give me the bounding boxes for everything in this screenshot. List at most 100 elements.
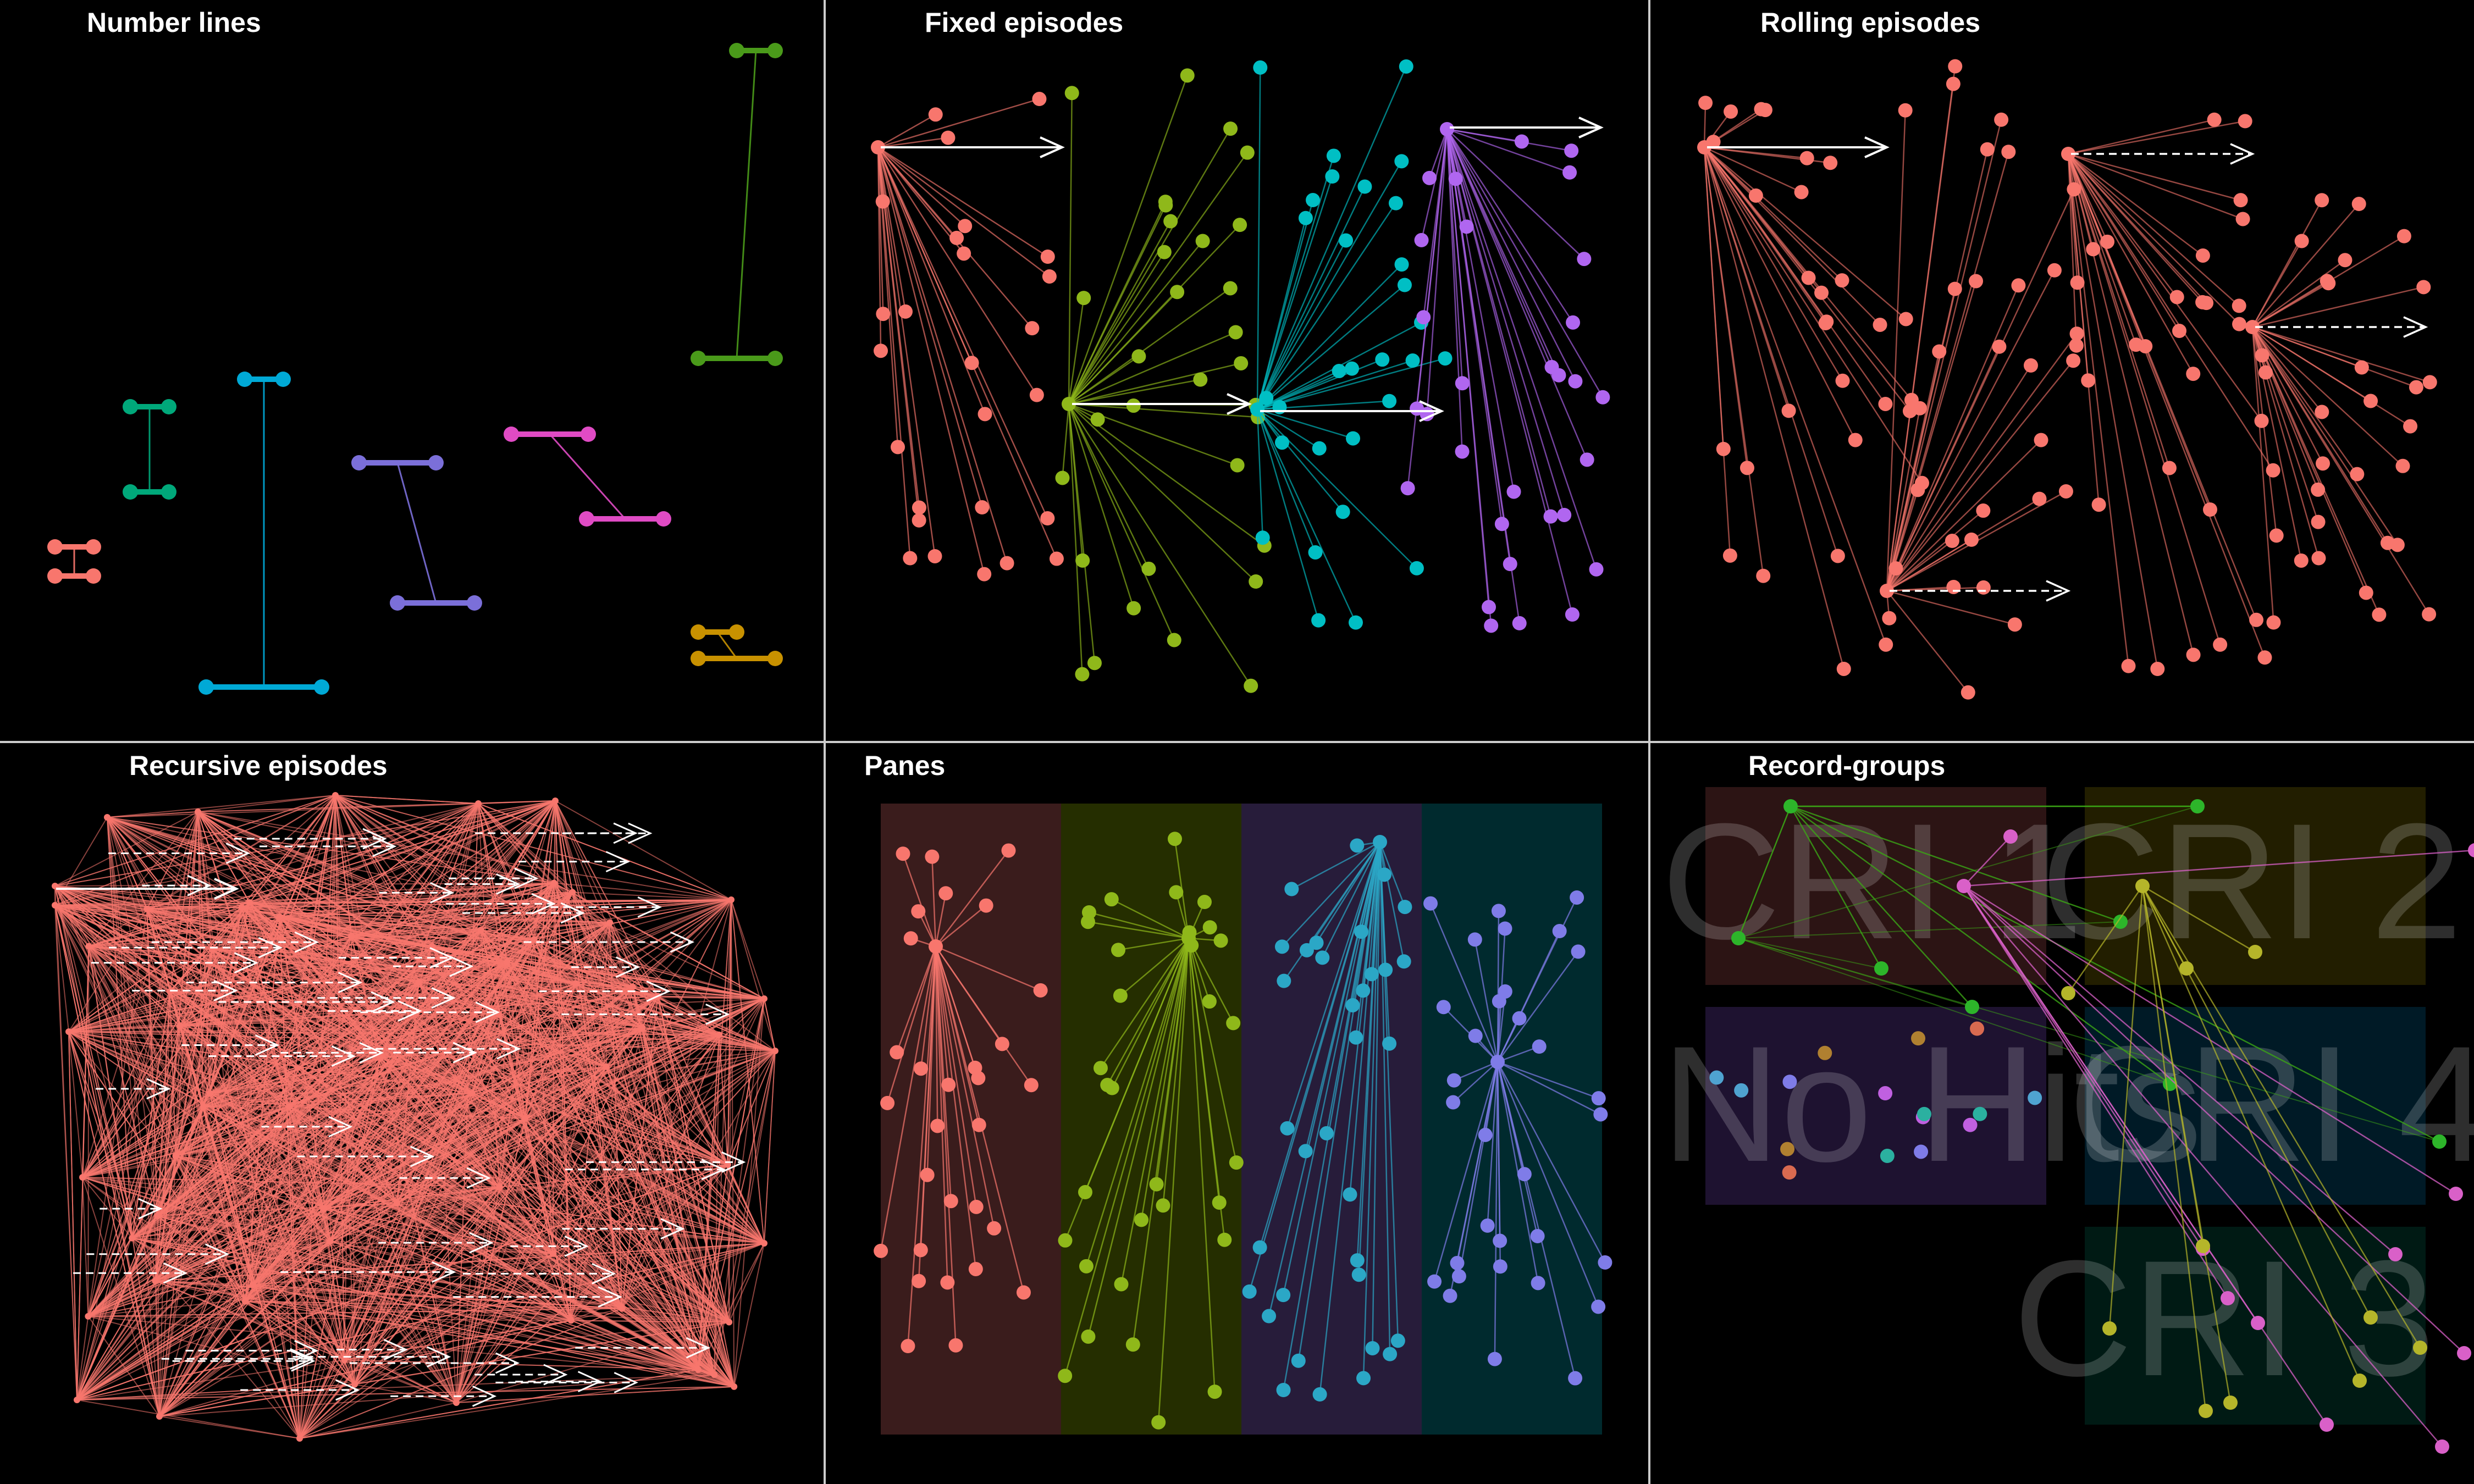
node-dot (1149, 1177, 1164, 1192)
node-dot (957, 246, 971, 261)
node-dot (2422, 375, 2437, 390)
link-line (107, 803, 479, 818)
node-dot (1111, 943, 1125, 957)
panel-panes: Panes (826, 743, 1648, 1484)
node-dot (2359, 585, 2373, 600)
link-line (2068, 153, 2241, 201)
link-line (2252, 280, 2328, 328)
link-line (1886, 333, 2078, 591)
link-line (68, 995, 658, 1032)
node-dot (1716, 441, 1731, 456)
node-dot (1562, 165, 1577, 180)
link-line (1286, 841, 1381, 1129)
link-line (877, 147, 986, 414)
link-line (642, 995, 659, 1028)
node-dot (1814, 285, 1829, 300)
node-dot (948, 1338, 963, 1353)
node-dot (1416, 310, 1431, 325)
panel-title: Panes (864, 750, 946, 781)
link-line (1257, 409, 1344, 512)
node-dot (938, 886, 953, 901)
link-line (1446, 129, 1588, 460)
node-dot (2196, 1239, 2210, 1253)
window-arrow (393, 955, 474, 977)
node-dot (1394, 257, 1409, 272)
node-dot (1564, 143, 1579, 158)
node-dot (941, 1077, 956, 1092)
node-dot (377, 1054, 384, 1061)
link-line (76, 946, 90, 1400)
link-line (323, 1208, 699, 1370)
node-dot (898, 304, 913, 319)
link-line (471, 1093, 730, 1323)
link-line (935, 905, 987, 947)
node-dot (1946, 76, 1961, 91)
node-dot (1217, 1232, 1232, 1247)
node-dot (200, 1104, 207, 1111)
window-arrow (575, 1337, 711, 1359)
link-line (249, 803, 479, 903)
node-dot (2199, 1404, 2213, 1418)
node-dot (2315, 193, 2329, 208)
node-dot (1234, 356, 1249, 370)
node-dot (2363, 1310, 2378, 1325)
node-dot (1169, 885, 1184, 900)
node-dot (1255, 530, 1270, 545)
node-dot (1970, 1021, 1985, 1036)
node-dot (1229, 1155, 1244, 1170)
node-dot (1312, 1387, 1327, 1402)
link-line (330, 1241, 715, 1376)
link-line (88, 795, 336, 947)
node-dot (1348, 615, 1363, 630)
link-line (1372, 841, 1381, 1348)
node-dot (1782, 1165, 1797, 1180)
node-dot (348, 932, 355, 939)
link-line (289, 1106, 622, 1309)
link-line (1257, 284, 1405, 410)
node-dot (2202, 502, 2217, 517)
node-dot (2047, 263, 2062, 278)
node-dot (1032, 92, 1047, 107)
node-dot (1414, 232, 1429, 247)
node-dot (2190, 799, 2205, 813)
link-line (935, 946, 977, 1270)
node-dot (52, 902, 58, 909)
window-arrow (446, 893, 556, 915)
link-line (54, 905, 715, 1375)
node-dot (1156, 1198, 1170, 1213)
link-line (202, 1106, 331, 1242)
node-dot (1193, 372, 1208, 387)
link-line (351, 899, 732, 937)
node-dot (2221, 1291, 2235, 1305)
link-line (533, 939, 633, 988)
link-line (2141, 885, 2361, 1381)
link-line (1068, 251, 1165, 405)
node-dot (1079, 1259, 1094, 1273)
link-line (147, 908, 610, 923)
link-line (1268, 841, 1381, 1316)
node-dot (1448, 171, 1463, 186)
link-line (1963, 836, 2011, 887)
node-dot (2113, 915, 2128, 929)
window-arrow (2255, 316, 2428, 338)
link-line (727, 1164, 730, 1322)
link-line (1886, 586, 1954, 592)
node-dot (1422, 170, 1437, 185)
link-line (107, 817, 576, 984)
node-dot (716, 1031, 723, 1038)
node-dot (728, 896, 735, 903)
node-dot (123, 484, 138, 500)
link-line (88, 946, 160, 1417)
link-line (2067, 153, 2137, 345)
link-line (169, 991, 176, 1156)
panel-rolling-episodes: Rolling episodes (1650, 0, 2474, 741)
node-dot (453, 1399, 460, 1406)
node-dot (1830, 549, 1845, 563)
node-dot (1514, 134, 1529, 149)
link-line (935, 946, 979, 1078)
node-dot (1566, 315, 1581, 330)
node-dot (2100, 234, 2115, 249)
link-line (289, 1093, 472, 1108)
node-dot (249, 1281, 256, 1288)
link-line (642, 1027, 720, 1036)
